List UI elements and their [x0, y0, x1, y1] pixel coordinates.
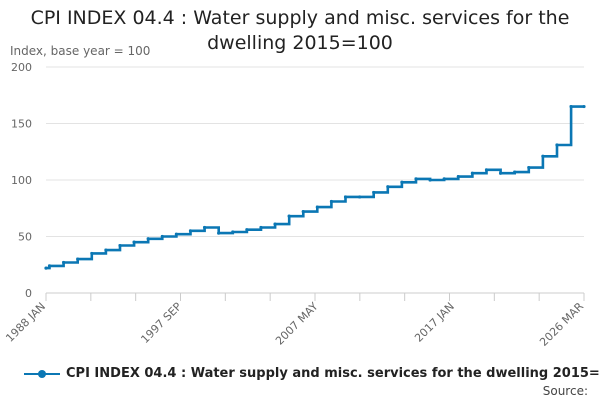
data-point[interactable]	[386, 185, 390, 189]
source-label: Source:	[542, 384, 588, 398]
y-tick-label: 150	[11, 118, 32, 131]
data-point[interactable]	[470, 171, 475, 175]
data-point[interactable]	[456, 175, 460, 179]
x-tick-label: 1997 SEP	[138, 300, 184, 346]
data-point[interactable]	[428, 178, 432, 182]
x-tick-label: 2017 JAN	[412, 300, 457, 345]
data-point[interactable]	[62, 260, 66, 265]
data-point[interactable]	[76, 257, 80, 261]
data-point[interactable]	[400, 180, 404, 184]
data-point[interactable]	[315, 205, 319, 209]
y-tick-label: 200	[11, 61, 32, 74]
data-point[interactable]	[231, 230, 235, 234]
data-point[interactable]	[582, 104, 586, 109]
data-point[interactable]	[146, 237, 150, 241]
data-point[interactable]	[498, 171, 503, 175]
data-point[interactable]	[541, 154, 545, 158]
data-point[interactable]	[202, 225, 207, 230]
data-point[interactable]	[414, 177, 418, 181]
x-tick-label: 2026 MAR	[537, 300, 586, 349]
data-point[interactable]	[484, 168, 489, 172]
data-point[interactable]	[343, 195, 348, 199]
x-tick-label: 2007 MAY	[273, 300, 321, 348]
series-line	[46, 105, 584, 270]
data-point[interactable]	[217, 231, 221, 235]
data-point[interactable]	[245, 228, 249, 232]
chart-legend[interactable]: CPI INDEX 04.4 : Water supply and misc. …	[24, 366, 600, 381]
x-tick-label: 1988 JAN	[3, 300, 48, 345]
data-point[interactable]	[273, 222, 277, 226]
data-point[interactable]	[118, 243, 122, 248]
legend-series-label: CPI INDEX 04.4 : Water supply and misc. …	[66, 366, 600, 381]
data-point[interactable]	[47, 264, 52, 268]
data-point[interactable]	[90, 251, 94, 256]
data-point[interactable]	[44, 266, 48, 270]
chart-title: CPI INDEX 04.4 : Water supply and misc. …	[30, 7, 570, 54]
y-axis-unit-label: Index, base year = 100	[10, 44, 151, 58]
data-point[interactable]	[160, 234, 164, 239]
data-point[interactable]	[442, 177, 446, 181]
data-point[interactable]	[287, 214, 291, 218]
data-point[interactable]	[527, 165, 531, 170]
data-point[interactable]	[132, 240, 136, 244]
data-point[interactable]	[174, 232, 178, 236]
y-tick-label: 100	[11, 174, 32, 187]
data-point[interactable]	[329, 199, 334, 204]
y-tick-label: 0	[25, 287, 32, 300]
y-tick-label: 50	[18, 231, 32, 244]
data-point[interactable]	[513, 170, 517, 174]
data-point[interactable]	[555, 143, 559, 147]
data-point[interactable]	[259, 225, 263, 230]
legend-series-marker	[24, 369, 60, 379]
data-point[interactable]	[301, 210, 305, 214]
data-point[interactable]	[372, 190, 376, 195]
data-point[interactable]	[569, 104, 573, 109]
data-point[interactable]	[188, 229, 193, 233]
data-point[interactable]	[104, 248, 108, 252]
data-point[interactable]	[358, 195, 362, 199]
